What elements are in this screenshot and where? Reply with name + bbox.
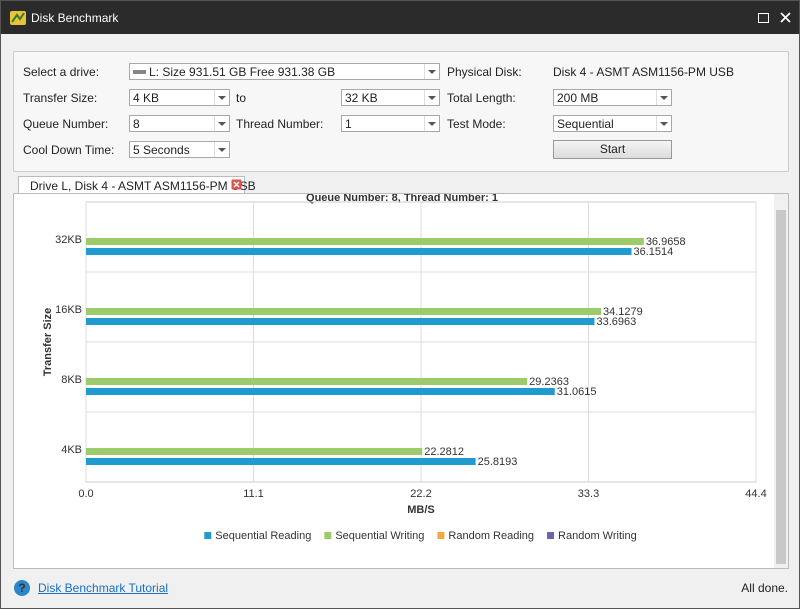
start-button[interactable]: Start [553,140,672,159]
combo-value: 200 MB [557,91,599,105]
close-button[interactable] [780,12,791,23]
y-tick-label: 32KB [55,234,82,246]
app-icon [10,11,26,25]
tab[interactable]: Drive L, Disk 4 - ASMT ASM1156-PM USB [18,176,256,193]
label: Thread Number: [236,117,324,131]
combo[interactable]: 1 [341,115,440,132]
legend-label: Random Reading [448,530,534,542]
help-icon[interactable]: ? [13,579,31,597]
x-tick-label: 33.3 [578,488,599,500]
drive-icon [133,70,146,74]
bar [86,248,632,255]
chart-title: Queue Number: 8, Thread Number: 1 [306,194,498,204]
bar [86,388,555,395]
value-label: 36.9658 [646,236,686,248]
combo[interactable]: 32 KB [341,89,440,106]
x-tick-label: 44.4 [745,488,766,500]
combo-value: 32 KB [345,91,378,105]
legend-swatch [204,532,212,539]
combo-value: 4 KB [133,91,160,105]
value-label: 22.2812 [424,446,464,458]
title-bar: Disk Benchmark [1,1,799,34]
bar [86,238,644,245]
y-tick-label: 4KB [61,444,82,456]
combo-value: Sequential [557,117,614,131]
combo-value: 1 [345,117,352,131]
legend-swatch [547,532,555,539]
combo-value: L: Size 931.51 GB Free 931.38 GB [149,65,336,79]
label: Physical Disk: [447,65,522,79]
y-tick-label: 16KB [55,304,82,316]
label: Test Mode: [447,117,506,131]
label: Select a drive: [23,65,100,79]
status-text: All done. [741,581,788,595]
value-label: 29.2363 [529,376,569,388]
value-label: 31.0615 [557,386,597,398]
tutorial-link[interactable]: Disk Benchmark Tutorial [38,581,169,595]
combo[interactable]: 5 Seconds [129,141,230,158]
drive-combo[interactable]: L: Size 931.51 GB Free 931.38 GB [129,63,440,80]
tab-title: Drive L, Disk 4 - ASMT ASM1156-PM USB [30,179,256,193]
y-tick-label: 8KB [61,374,82,386]
x-tick-label: 22.2 [410,488,431,500]
value-label: 25.8193 [478,456,518,468]
svg-text:?: ? [18,581,25,595]
bar [86,308,601,315]
combo[interactable]: 4 KB [129,89,230,106]
y-axis-label: Transfer Size [42,308,54,376]
value-label: 36.1514 [634,246,674,258]
label: Total Length: [447,91,516,105]
legend-swatch [324,532,332,539]
bar [86,318,595,325]
value-label: 33.6963 [596,316,636,328]
legend-label: Random Writing [558,530,637,542]
window-title: Disk Benchmark [31,11,119,25]
chart-panel: Queue Number: 8, Thread Number: 1 0.0 11.… [13,193,789,569]
x-tick-label: 11.1 [243,488,264,500]
label: Transfer Size: [23,91,98,105]
bar [86,378,528,385]
value: Disk 4 - ASMT ASM1156-PM USB [553,65,734,79]
x-tick-label: 0.0 [78,488,93,500]
legend-label: Sequential Writing [335,530,424,542]
label: to [236,91,247,105]
value-label: 34.1279 [603,306,643,318]
combo-value: 8 [133,117,140,131]
bar [86,458,476,465]
label: Cool Down Time: [23,143,115,157]
bar [86,448,423,455]
maximize-button[interactable] [758,13,769,23]
combo[interactable]: 8 [129,115,230,132]
combo[interactable]: Sequential [553,115,672,132]
label: Queue Number: [23,117,109,131]
chart: Queue Number: 8, Thread Number: 1 0.0 11.… [42,194,767,542]
legend-swatch [437,532,445,539]
combo-value: 5 Seconds [133,143,190,157]
combo[interactable]: 200 MB [553,89,672,106]
scroll-thumb[interactable] [776,210,786,564]
x-axis-label: MB/S [407,504,435,516]
scrollbar[interactable] [774,194,788,568]
tab-close[interactable] [231,179,242,190]
legend-label: Sequential Reading [215,530,311,542]
